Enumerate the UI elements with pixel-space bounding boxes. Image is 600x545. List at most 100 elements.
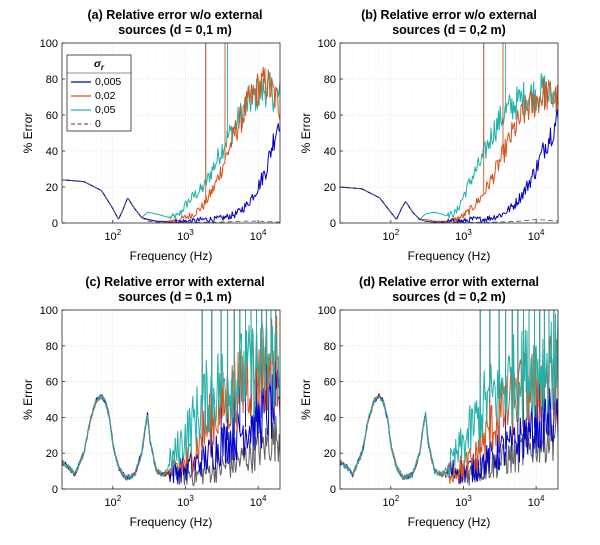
x-tick-label: 102	[104, 228, 121, 243]
legend-title-sub: r	[101, 63, 105, 72]
x-tick-exponent: 4	[262, 494, 267, 503]
grid	[339, 42, 559, 224]
x-axis-label: Frequency (Hz)	[408, 249, 491, 263]
x-tick-label: 102	[382, 228, 399, 243]
y-axis-label: % Error	[21, 379, 35, 420]
axes-frame	[339, 42, 559, 224]
series-line-s0	[340, 186, 558, 223]
y-tick-label: 80	[46, 74, 58, 86]
series-line-s005	[340, 313, 558, 480]
chart-title-line1: (c) Relative error with external	[85, 275, 264, 289]
x-tick-base: 10	[250, 231, 262, 243]
x-tick-exponent: 4	[540, 228, 545, 237]
y-tick-label: 60	[46, 110, 58, 122]
y-tick-label: 40	[46, 412, 58, 424]
y-tick-label: 40	[324, 146, 336, 158]
y-tick-label: 20	[46, 182, 58, 194]
x-tick-label: 104	[528, 228, 545, 243]
x-tick-base: 10	[104, 231, 116, 243]
x-tick-base: 10	[382, 231, 394, 243]
legend-label: 0,02	[95, 90, 116, 102]
x-tick-label: 102	[382, 494, 399, 509]
legend-box	[66, 54, 132, 132]
x-tick-exponent: 4	[262, 228, 267, 237]
y-tick-label: 40	[46, 146, 58, 158]
x-tick-exponent: 3	[189, 228, 194, 237]
series-line-s005	[62, 321, 280, 481]
x-tick-exponent: 2	[395, 494, 400, 503]
x-tick-exponent: 3	[467, 494, 472, 503]
y-tick-label: 100	[318, 305, 336, 317]
y-tick-label: 60	[324, 110, 336, 122]
y-tick-label: 0	[330, 218, 336, 230]
x-tick-base: 10	[104, 497, 116, 509]
y-tick-label: 100	[318, 38, 336, 50]
axes-frame	[339, 309, 559, 490]
series-line-s0005	[340, 109, 558, 223]
y-tick-label: 60	[46, 377, 58, 389]
x-axis-label: Frequency (Hz)	[130, 249, 213, 263]
y-tick-label: 100	[40, 38, 58, 50]
x-tick-exponent: 2	[395, 228, 400, 237]
series-group	[340, 43, 558, 223]
y-tick-label: 100	[40, 305, 58, 317]
x-tick-base: 10	[528, 231, 540, 243]
x-tick-exponent: 4	[540, 494, 545, 503]
y-axis-label: % Error	[299, 379, 313, 420]
x-tick-exponent: 3	[467, 228, 472, 237]
x-tick-base: 10	[455, 231, 467, 243]
x-tick-base: 10	[455, 497, 467, 509]
y-tick-label: 80	[324, 74, 336, 86]
y-tick-label: 20	[324, 448, 336, 460]
x-tick-label: 104	[528, 494, 545, 509]
chart-panel-c: (c) Relative error with externalsources …	[21, 275, 281, 529]
x-tick-label: 103	[177, 228, 194, 243]
y-tick-label: 40	[324, 412, 336, 424]
legend-label: 0,005	[95, 76, 121, 88]
x-tick-exponent: 2	[117, 228, 122, 237]
axes-frame	[61, 309, 281, 490]
x-axis-label: Frequency (Hz)	[408, 515, 491, 529]
chart-title-line1: (a) Relative error w/o external	[87, 8, 262, 22]
axes-frame	[61, 42, 281, 224]
x-tick-base: 10	[528, 497, 540, 509]
y-tick-label: 20	[324, 182, 336, 194]
y-axis-label: % Error	[299, 113, 313, 154]
x-tick-label: 103	[455, 494, 472, 509]
x-axis-label: Frequency (Hz)	[130, 515, 213, 529]
x-tick-label: 103	[455, 228, 472, 243]
chart-title-line2: sources (d = 0,1 m)	[118, 290, 232, 304]
y-tick-label: 80	[324, 341, 336, 353]
x-tick-base: 10	[382, 497, 394, 509]
x-tick-label: 104	[250, 228, 267, 243]
chart-panel-d: (d) Relative error with externalsources …	[299, 275, 559, 529]
y-tick-label: 80	[46, 341, 58, 353]
x-tick-base: 10	[177, 497, 189, 509]
x-tick-label: 103	[177, 494, 194, 509]
y-tick-label: 0	[52, 484, 58, 496]
y-tick-label: 0	[330, 484, 336, 496]
x-tick-label: 102	[104, 494, 121, 509]
x-tick-exponent: 3	[189, 494, 194, 503]
series-group	[62, 310, 280, 487]
x-tick-exponent: 2	[117, 494, 122, 503]
chart-title-line2: sources (d = 0,2 m)	[392, 23, 506, 37]
x-tick-base: 10	[177, 231, 189, 243]
series-group	[340, 310, 558, 486]
y-tick-label: 20	[46, 448, 58, 460]
x-tick-base: 10	[250, 497, 262, 509]
x-tick-label: 104	[250, 494, 267, 509]
legend: σr 0,005 0,02 0,05 0	[66, 54, 132, 132]
chart-title-line2: sources (d = 0,2 m)	[392, 290, 506, 304]
legend-label: 0,05	[95, 104, 116, 116]
y-axis-label: % Error	[21, 113, 35, 154]
legend-label: 0	[95, 118, 101, 130]
series-line-s0005	[340, 385, 558, 485]
series-group	[62, 43, 280, 223]
legend-title: σr	[94, 58, 105, 72]
y-tick-label: 60	[324, 377, 336, 389]
chart-title-line1: (b) Relative error w/o external	[361, 8, 537, 22]
